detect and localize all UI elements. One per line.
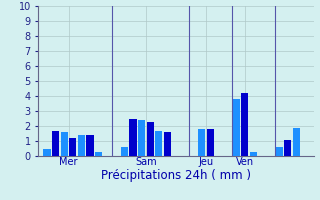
Bar xyxy=(276,147,283,156)
Bar xyxy=(155,130,163,156)
X-axis label: Précipitations 24h ( mm ): Précipitations 24h ( mm ) xyxy=(101,169,251,182)
Bar xyxy=(121,147,128,156)
Bar xyxy=(86,135,94,156)
Bar xyxy=(164,132,171,156)
Bar xyxy=(95,152,102,156)
Bar xyxy=(52,130,59,156)
Bar xyxy=(138,120,145,156)
Bar xyxy=(207,129,214,156)
Bar xyxy=(284,140,292,156)
Bar xyxy=(129,118,137,156)
Bar xyxy=(233,99,240,156)
Bar xyxy=(241,93,248,156)
Bar xyxy=(60,132,68,156)
Bar xyxy=(147,121,154,156)
Bar xyxy=(43,148,51,156)
Bar xyxy=(250,152,257,156)
Bar xyxy=(198,129,205,156)
Bar xyxy=(69,138,76,156)
Bar xyxy=(78,135,85,156)
Bar xyxy=(293,128,300,156)
